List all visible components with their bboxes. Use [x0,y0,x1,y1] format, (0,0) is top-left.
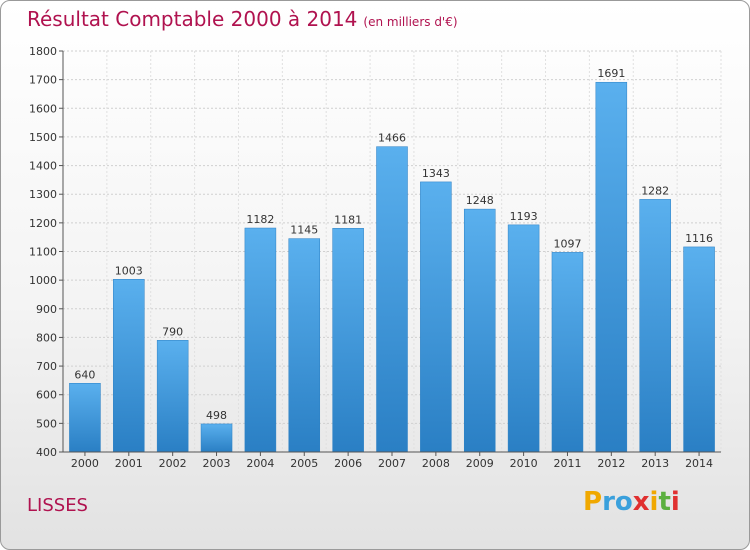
bar-2002 [156,340,189,453]
bar-value-label: 1343 [422,167,450,180]
x-tick-label: 2014 [685,457,713,470]
bar-2006 [332,228,364,453]
bar-2000 [69,383,101,453]
y-tick-label: 1000 [29,274,57,287]
x-tick-label: 2003 [203,457,231,470]
bar-2001 [113,279,145,453]
bar-value-label: 1145 [290,224,318,237]
logo-letter: i [649,487,659,517]
y-tick-label: 1200 [29,217,57,230]
y-tick-label: 1700 [29,74,57,87]
x-tick-label: 2010 [510,457,538,470]
bar-value-label: 1248 [466,194,494,207]
y-tick-label: 1600 [29,102,57,115]
logo-letter: r [602,487,615,517]
place-name: LISSES [27,495,88,516]
bar-value-label: 1182 [246,213,274,226]
logo-letter: o [614,487,633,517]
y-tick-label: 1400 [29,160,57,173]
axes: 400 500 600 700 800 900 1000 1100 1200 1300 1400 15… [29,45,721,470]
y-tick-label: 500 [36,417,57,430]
y-tick-label: 800 [36,331,57,344]
bar-value-label: 1116 [685,232,713,245]
logo-letter: i [670,487,680,517]
y-tick-label: 600 [36,389,57,402]
bar-value-label: 498 [206,409,227,422]
bar-2009 [463,208,496,453]
x-tick-label: 2007 [378,457,406,470]
bar-value-label: 1193 [510,210,538,223]
y-tick-label: 900 [36,303,57,316]
bar-value-label: 1466 [378,132,406,145]
logo-letter: t [658,487,671,517]
y-tick-label: 1800 [29,45,57,58]
x-tick-label: 2012 [597,457,625,470]
bar-2007 [376,146,408,453]
y-tick-label: 1100 [29,246,57,259]
bar-value-label: 640 [74,368,95,381]
x-tick-label: 2002 [159,457,187,470]
bars: 640 1003 790 498 1182 1145 1181 1466 1343 1248 119… [69,67,715,453]
bar-2013 [639,199,671,453]
bar-2012 [595,81,628,453]
bar-2011 [551,252,584,453]
y-tick-label: 1300 [29,188,57,201]
chart-title-text: Résultat Comptable 2000 à 2014 [27,7,358,31]
x-tick-label: 2005 [290,457,318,470]
bar-2014 [683,246,715,453]
y-tick-label: 700 [36,360,57,373]
bar-2010 [507,224,540,453]
x-tick-label: 2008 [422,457,450,470]
bar-2008 [420,181,452,453]
y-tick-label: 1500 [29,131,57,144]
x-tick-label: 2004 [246,457,274,470]
x-tick-label: 2000 [71,457,99,470]
bar-value-label: 1003 [115,264,143,277]
proxiti-logo: Proxiti [583,487,680,517]
bar-value-label: 790 [162,325,183,338]
y-tick-label: 400 [36,446,57,459]
bar-2005 [288,238,321,453]
bar-value-label: 1097 [553,237,581,250]
x-tick-label: 2011 [553,457,581,470]
bar-2003 [200,423,233,453]
x-tick-label: 2013 [641,457,669,470]
bar-value-label: 1181 [334,213,362,226]
chart-subtitle: (en milliers d'€) [363,15,458,29]
bar-2004 [244,227,277,453]
logo-letter: x [632,487,650,517]
chart-title: Résultat Comptable 2000 à 2014 (en millie… [27,7,458,31]
x-tick-label: 2006 [334,457,362,470]
bar-value-label: 1691 [597,67,625,80]
logo-letter: P [583,487,603,517]
bar-value-label: 1282 [641,184,669,197]
x-tick-label: 2009 [466,457,494,470]
x-tick-label: 2001 [115,457,143,470]
